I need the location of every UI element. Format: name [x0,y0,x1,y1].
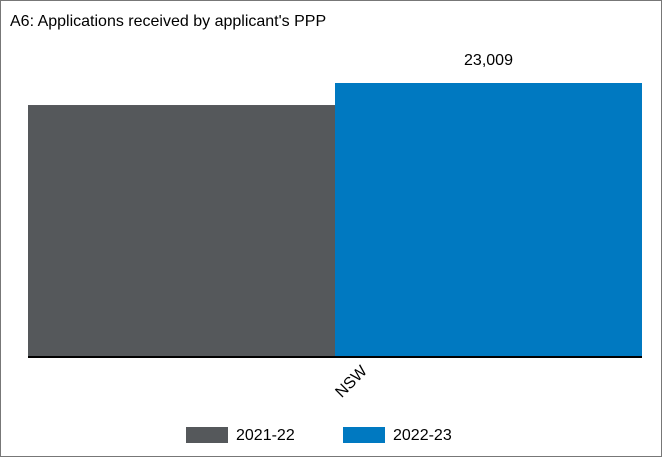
legend-swatch [343,427,385,443]
legend-label: 2022-23 [393,427,452,444]
chart-title: A6: Applications received by applicant's… [10,13,326,30]
bar [28,105,335,357]
value-label: 23,009 [464,52,513,69]
legend-label: 2021-22 [236,427,295,444]
legend-swatch [186,427,228,443]
bar [335,83,642,357]
